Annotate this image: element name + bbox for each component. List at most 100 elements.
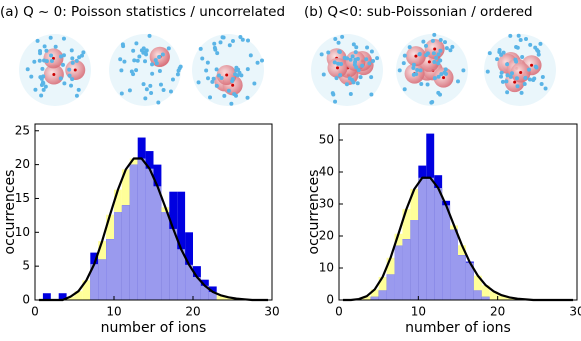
overlap-bar bbox=[410, 220, 419, 300]
electron bbox=[508, 33, 513, 38]
bar bbox=[58, 293, 67, 300]
y-tick-label: 0 bbox=[326, 293, 334, 307]
electron bbox=[351, 42, 356, 47]
electron bbox=[425, 82, 430, 87]
electron bbox=[248, 53, 253, 58]
electron bbox=[211, 76, 216, 81]
electron bbox=[134, 41, 139, 46]
ion-core bbox=[73, 68, 77, 72]
ion-illustration bbox=[484, 33, 556, 106]
electron bbox=[240, 37, 245, 42]
electron bbox=[221, 35, 226, 40]
fit-bar bbox=[497, 295, 506, 300]
electron bbox=[348, 91, 353, 96]
electron bbox=[212, 41, 217, 46]
overlap-bar bbox=[129, 164, 138, 300]
electron bbox=[58, 54, 63, 59]
ion-illustration bbox=[311, 34, 383, 106]
electron bbox=[419, 82, 424, 87]
overlap-bar bbox=[402, 239, 411, 300]
y-tick-label: 15 bbox=[15, 191, 30, 205]
x-tick-label: 10 bbox=[411, 305, 426, 319]
electron bbox=[333, 36, 338, 41]
electron bbox=[70, 77, 75, 82]
electron bbox=[333, 99, 338, 104]
ion-illustration bbox=[109, 33, 183, 106]
electron bbox=[143, 49, 148, 54]
overlap-bar bbox=[426, 177, 435, 300]
electron bbox=[141, 82, 146, 87]
electron bbox=[332, 60, 337, 65]
overlap-bar bbox=[434, 188, 443, 300]
electron bbox=[455, 79, 460, 84]
electron bbox=[436, 52, 441, 57]
electron bbox=[411, 62, 416, 67]
fit-bar bbox=[505, 297, 514, 300]
electron bbox=[444, 46, 449, 51]
chart-title: (b) Q<0: sub-Poissonian / ordered bbox=[304, 4, 533, 20]
fit-bar bbox=[66, 296, 75, 300]
fit-bar bbox=[216, 295, 225, 300]
electron bbox=[245, 95, 250, 100]
electron bbox=[131, 48, 136, 53]
x-tick-label: 0 bbox=[335, 305, 343, 319]
electron bbox=[48, 35, 53, 40]
electron bbox=[508, 74, 513, 79]
electron bbox=[338, 73, 343, 78]
electron bbox=[411, 72, 416, 77]
electron bbox=[143, 96, 148, 101]
electron bbox=[208, 95, 213, 100]
electron bbox=[347, 76, 352, 81]
ion-illustration bbox=[396, 32, 468, 106]
electron bbox=[353, 57, 358, 62]
x-tick-label: 0 bbox=[31, 305, 39, 319]
electron bbox=[246, 38, 251, 43]
electron bbox=[230, 39, 235, 44]
electron bbox=[229, 101, 234, 106]
electron bbox=[230, 76, 235, 81]
fit-bar bbox=[481, 285, 490, 300]
electron bbox=[334, 76, 339, 81]
y-tick-label: 25 bbox=[15, 123, 30, 137]
electron bbox=[255, 60, 260, 65]
electron bbox=[461, 68, 466, 73]
electron bbox=[495, 57, 500, 62]
electron bbox=[158, 82, 163, 87]
electron bbox=[514, 59, 519, 64]
electron bbox=[239, 73, 244, 78]
ion-core bbox=[335, 66, 339, 70]
y-tick-label: 40 bbox=[319, 165, 334, 179]
electron bbox=[25, 67, 30, 72]
electron bbox=[41, 87, 46, 92]
electron bbox=[157, 68, 162, 73]
electron bbox=[429, 100, 434, 105]
electron bbox=[33, 87, 38, 92]
electron bbox=[499, 70, 504, 75]
y-tick-label: 10 bbox=[319, 261, 334, 275]
electron bbox=[534, 65, 539, 70]
electron bbox=[340, 34, 345, 39]
electron bbox=[443, 67, 448, 72]
ion-core bbox=[51, 56, 55, 60]
electron bbox=[215, 51, 220, 56]
electron bbox=[198, 46, 203, 51]
electron bbox=[196, 80, 201, 85]
chart-title: (a) Q ~ 0: Poisson statistics / uncorrel… bbox=[0, 4, 285, 20]
overlap-bar bbox=[386, 274, 395, 300]
electron bbox=[499, 74, 504, 79]
electron bbox=[421, 39, 426, 44]
fit-bar bbox=[378, 276, 387, 300]
electron bbox=[149, 91, 154, 96]
electron bbox=[369, 49, 374, 54]
electron bbox=[527, 77, 532, 82]
electron bbox=[157, 55, 162, 60]
electron bbox=[37, 58, 42, 63]
overlap-bar bbox=[169, 228, 178, 300]
electron bbox=[504, 79, 509, 84]
electron bbox=[348, 57, 353, 62]
electron bbox=[501, 50, 506, 55]
electron bbox=[227, 43, 232, 48]
electron bbox=[76, 87, 81, 92]
overlap-bar bbox=[90, 264, 99, 300]
